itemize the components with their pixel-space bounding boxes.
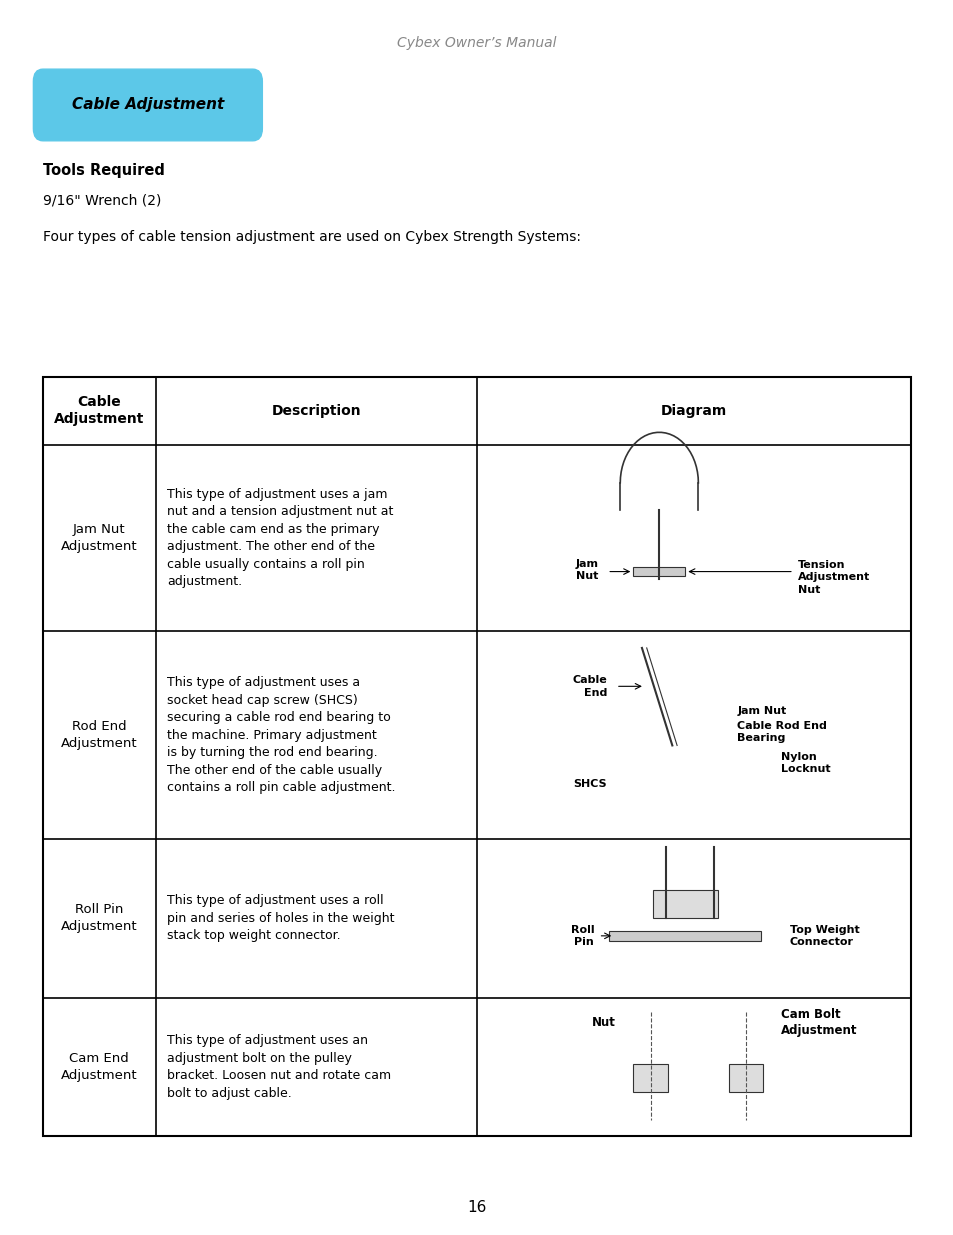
Bar [728,1065,762,1092]
Bar [43,377,910,1136]
Text: Description: Description [272,404,361,417]
Text: This type of adjustment uses a jam
nut and a tension adjustment nut at
the cable: This type of adjustment uses a jam nut a… [167,488,394,588]
Text: Nut: Nut [592,1016,616,1029]
Text: Cable
End: Cable End [572,676,606,698]
Text: This type of adjustment uses an
adjustment bolt on the pulley
bracket. Loosen nu: This type of adjustment uses an adjustme… [167,1034,391,1100]
Text: Cable Rod End
Bearing: Cable Rod End Bearing [737,721,826,743]
Bar [633,567,684,577]
Text: 9/16" Wrench (2): 9/16" Wrench (2) [43,193,161,207]
Text: Cam Bolt
Adjustment: Cam Bolt Adjustment [780,1008,857,1037]
Text: Top Weight
Connector: Top Weight Connector [789,925,859,947]
Text: Roll Pin
Adjustment: Roll Pin Adjustment [61,903,137,934]
Text: 16: 16 [467,1200,486,1215]
Text: Roll
Pin: Roll Pin [570,925,594,947]
Text: Jam
Nut: Jam Nut [575,558,598,580]
Bar [652,889,718,919]
Text: Tension
Adjustment
Nut: Tension Adjustment Nut [798,559,869,594]
Text: Cable
Adjustment: Cable Adjustment [54,395,145,426]
Text: This type of adjustment uses a
socket head cap screw (SHCS)
securing a cable rod: This type of adjustment uses a socket he… [167,676,395,794]
Text: SHCS: SHCS [573,779,606,789]
FancyBboxPatch shape [33,69,262,141]
Text: Four types of cable tension adjustment are used on Cybex Strength Systems:: Four types of cable tension adjustment a… [43,230,580,245]
Text: Cybex Owner’s Manual: Cybex Owner’s Manual [396,36,557,51]
Text: Jam Nut: Jam Nut [737,706,786,716]
Text: Diagram: Diagram [660,404,726,417]
Text: Nylon
Locknut: Nylon Locknut [780,752,830,774]
Text: Cam End
Adjustment: Cam End Adjustment [61,1052,137,1082]
Text: Jam Nut
Adjustment: Jam Nut Adjustment [61,522,137,553]
Text: Rod End
Adjustment: Rod End Adjustment [61,720,137,750]
Text: Tools Required: Tools Required [43,163,165,178]
Text: Cable Adjustment: Cable Adjustment [71,98,224,112]
Bar [609,931,760,941]
Text: This type of adjustment uses a roll
pin and series of holes in the weight
stack : This type of adjustment uses a roll pin … [167,894,395,942]
Bar [633,1065,667,1092]
